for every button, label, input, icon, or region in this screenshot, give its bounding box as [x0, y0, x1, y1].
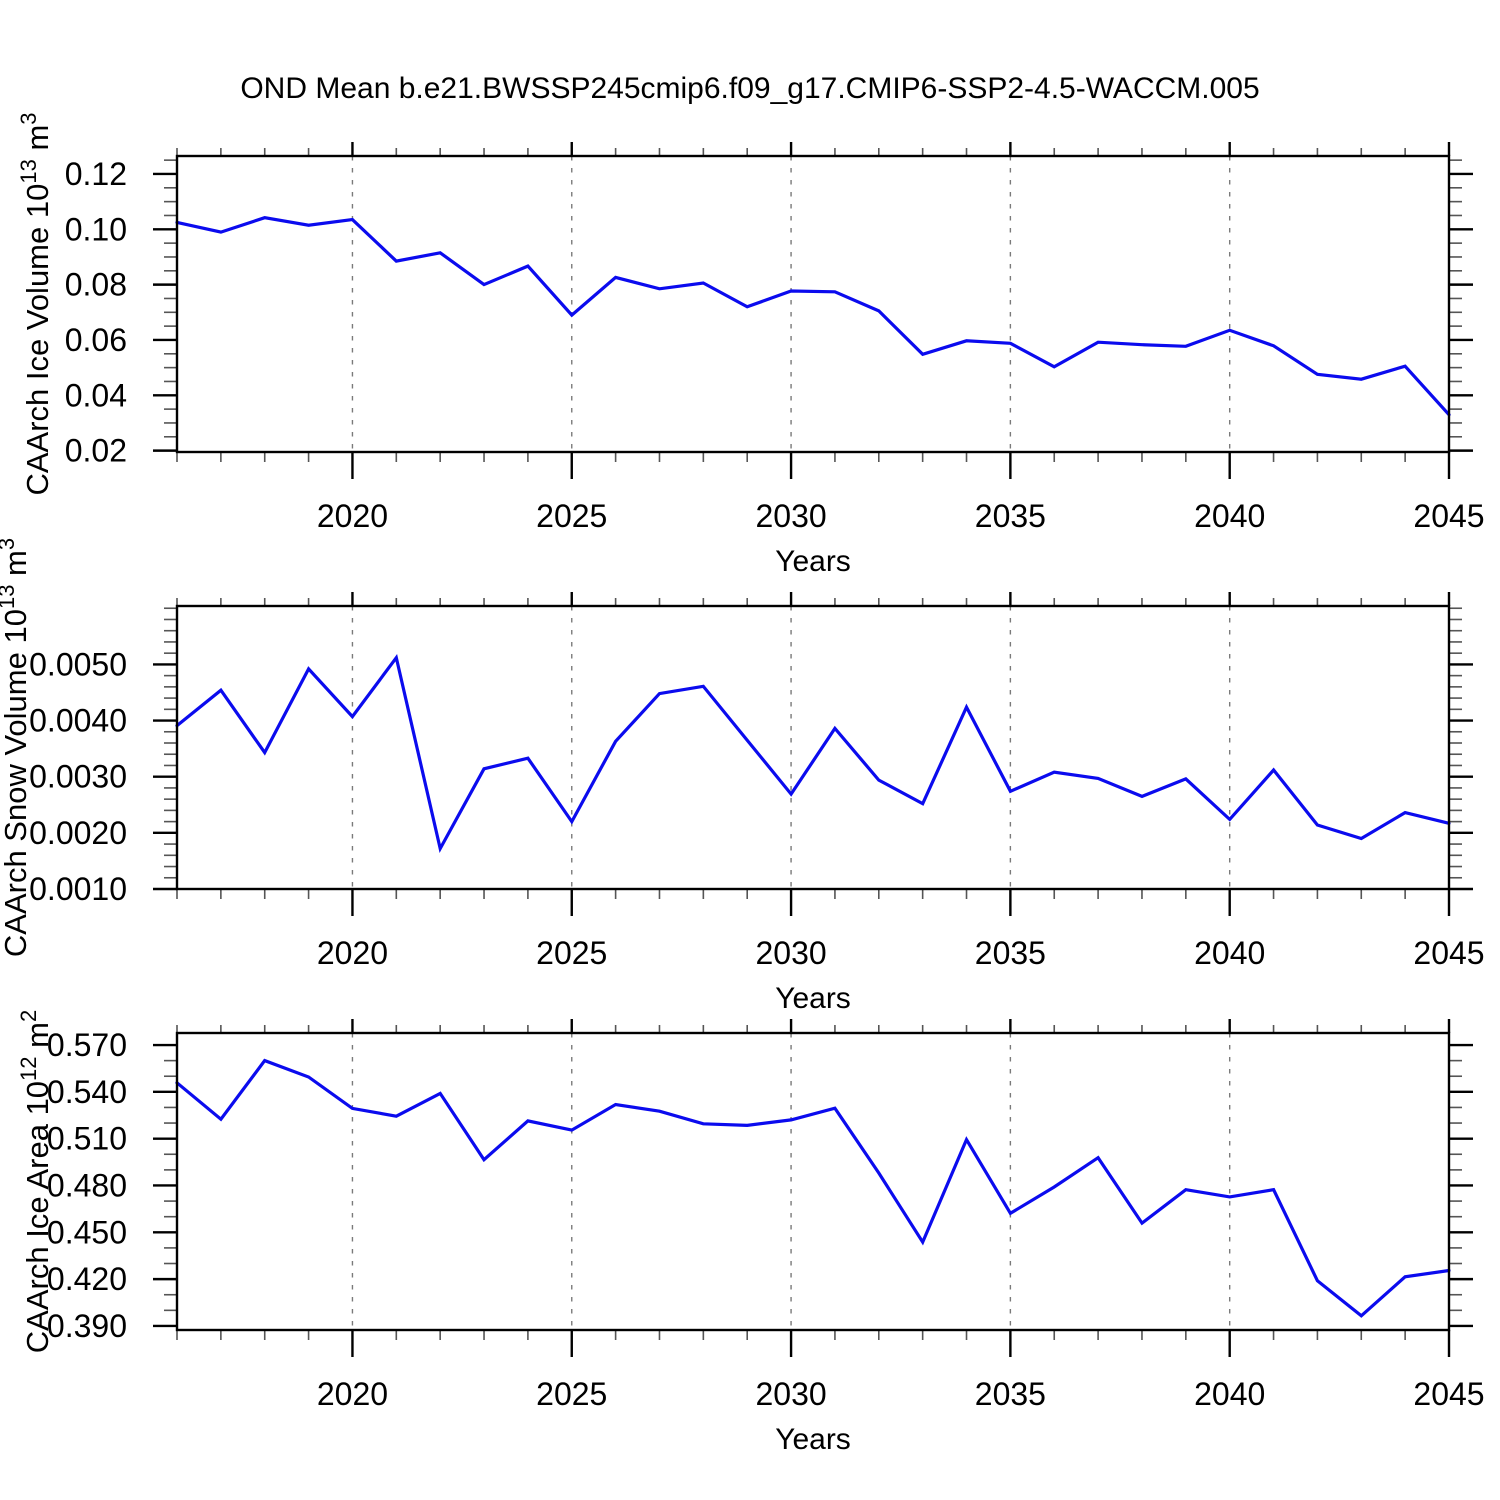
x-tick-label: 2040	[1194, 935, 1265, 971]
x-tick-label: 2025	[536, 1376, 607, 1412]
x-tick-label: 2030	[755, 1376, 826, 1412]
x-tick-label: 2025	[536, 498, 607, 534]
plot-box	[175, 154, 1451, 454]
y-tick-label: 0.480	[47, 1167, 127, 1203]
y-tick-label: 0.12	[65, 156, 127, 192]
data-line-snow-volume	[175, 653, 1451, 854]
y-tick-label: 0.0050	[29, 646, 127, 682]
x-tick-label: 2020	[317, 498, 388, 534]
y-tick-label: 0.0030	[29, 759, 127, 795]
x-axis-label: Years	[775, 982, 851, 1015]
y-tick-label: 0.10	[65, 211, 127, 247]
y-tick-label: 0.0020	[29, 815, 127, 851]
y-tick-label: 0.570	[47, 1027, 127, 1063]
x-axis-label: Years	[775, 1423, 851, 1456]
x-tick-label: 2035	[975, 1376, 1046, 1412]
x-tick-label: 2045	[1413, 935, 1484, 971]
x-tick-label: 2030	[755, 498, 826, 534]
x-tick-label: 2040	[1194, 1376, 1265, 1412]
y-tick-label: 0.540	[47, 1074, 127, 1110]
x-tick-label: 2045	[1413, 498, 1484, 534]
y-tick-label: 0.0040	[29, 703, 127, 739]
y-axis-label-ice-area: CAArch Ice Area 1012 m2	[16, 1010, 55, 1353]
y-tick-label: 0.06	[65, 322, 127, 358]
x-tick-label: 2020	[317, 935, 388, 971]
y-tick-label: 0.450	[47, 1214, 127, 1250]
x-tick-label: 2040	[1194, 498, 1265, 534]
data-line-ice-volume	[175, 216, 1451, 417]
y-tick-label: 0.390	[47, 1308, 127, 1344]
panel-snow-volume: 2020 2025 2030 2035 2040 2045 0.0010 0.0020 0.00…	[0, 538, 1485, 1015]
panel-ice-area: 2020 2025 2030 2035 2040 2045 0.390 0.420 0.450 0…	[16, 1010, 1485, 1456]
y-tick-label: 0.510	[47, 1121, 127, 1157]
panel-ice-volume: 2020 2025 2030 2035 2040 2045 0.02 0.04 0.06 0.08…	[16, 112, 1485, 578]
y-axis-label-ice-volume: CAArch Ice Volume 1013 m3	[16, 112, 55, 495]
x-tick-label: 2035	[975, 935, 1046, 971]
y-tick-label: 0.08	[65, 267, 127, 303]
data-line-ice-area	[175, 1058, 1451, 1318]
x-tick-label: 2025	[536, 935, 607, 971]
plot-box	[175, 1031, 1451, 1332]
y-tick-label: 0.02	[65, 433, 127, 469]
chart-title: OND Mean b.e21.BWSSP245cmip6.f09_g17.CMI…	[240, 72, 1259, 105]
y-tick-label: 0.420	[47, 1261, 127, 1297]
y-axis-label-snow-volume: CAArch Snow Volume 1013 m3	[0, 538, 33, 957]
x-tick-label: 2030	[755, 935, 826, 971]
x-tick-label: 2045	[1413, 1376, 1484, 1412]
y-tick-label: 0.04	[65, 377, 127, 413]
y-tick-label: 0.0010	[29, 871, 127, 907]
x-axis-label: Years	[775, 545, 851, 578]
x-tick-label: 2035	[975, 498, 1046, 534]
x-tick-label: 2020	[317, 1376, 388, 1412]
plot-box	[175, 604, 1451, 891]
